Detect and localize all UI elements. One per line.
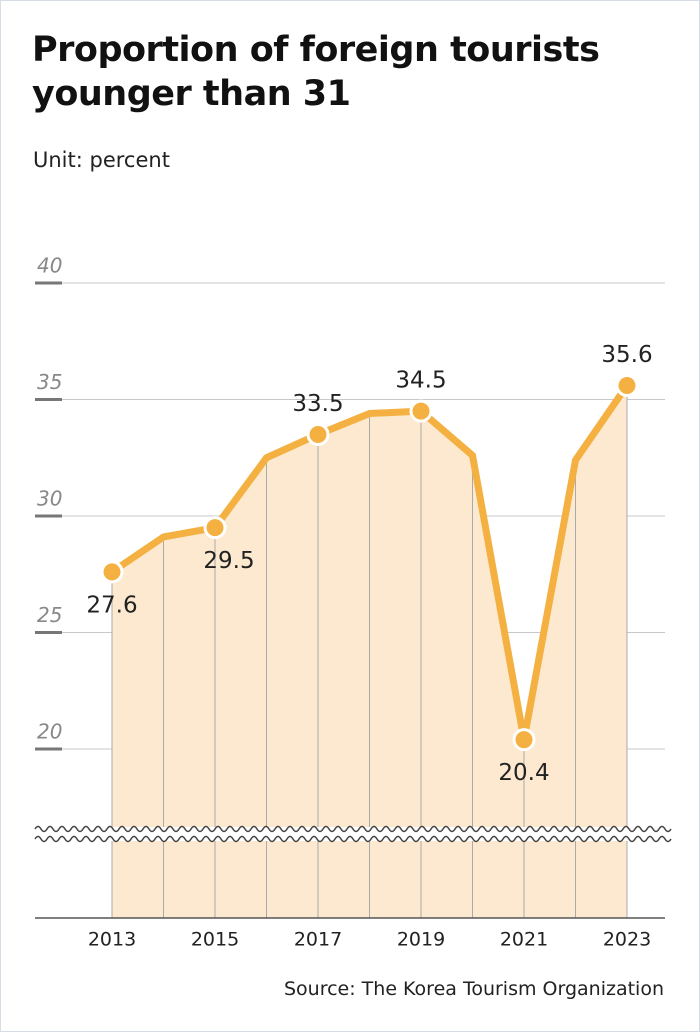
line	[110, 383, 630, 744]
x-tick-label: 2019	[397, 929, 445, 951]
x-tick-label: 2017	[294, 929, 342, 951]
source: Source: The Korea Tourism Organization	[283, 978, 664, 1000]
value-label: 34.5	[395, 368, 446, 394]
x-tick-label: 2015	[191, 929, 239, 951]
y-tick-label: 25	[37, 603, 62, 627]
value-label: 29.5	[203, 548, 254, 574]
value-label: 27.6	[86, 592, 137, 618]
x-tick-label: 2023	[603, 929, 651, 951]
chart-title: Proportion of foreign tourists younger t…	[32, 30, 600, 114]
point	[615, 374, 639, 398]
chart-subtitle: Unit: percent	[33, 148, 170, 172]
break-gap	[35, 827, 665, 841]
y-tick-label: 40	[37, 254, 62, 278]
point	[512, 728, 536, 752]
x-tick-label: 2021	[500, 929, 548, 951]
y-tick-label: 35	[37, 370, 62, 394]
break-line	[34, 825, 672, 833]
x-tick-label: 2013	[88, 929, 136, 951]
y-tick-label: 30	[37, 487, 62, 511]
point	[100, 560, 124, 584]
value-label: 20.4	[498, 760, 549, 786]
point	[306, 422, 330, 446]
point	[409, 399, 433, 423]
y-tick-label: 20	[37, 720, 62, 744]
value-label: 35.6	[601, 342, 652, 368]
point	[203, 516, 227, 540]
value-label: 33.5	[292, 391, 343, 417]
break-line	[34, 835, 672, 843]
